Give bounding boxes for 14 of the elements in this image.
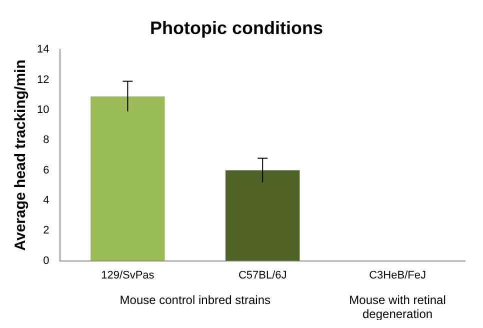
y-tick-label: 4 [43,194,50,206]
x-tick-label: C3HeB/FeJ [369,269,426,282]
y-tick-label: 10 [36,104,50,116]
chart-title: Photopic conditions [150,18,323,38]
y-tick-label: 14 [36,44,50,56]
y-tick-label: 6 [43,164,50,176]
y-tick-label: 2 [43,224,50,237]
y-axis-title: Average head tracking/min [12,60,30,251]
y-tick-label: 0 [43,254,50,267]
x-tick-label: 129/SvPas [101,269,155,282]
x-tick-label: C57BL/6J [238,269,287,282]
y-tick-label: 12 [36,74,50,86]
y-tick-label: 8 [43,134,50,146]
text: Mouse control inbred strains [120,293,271,307]
